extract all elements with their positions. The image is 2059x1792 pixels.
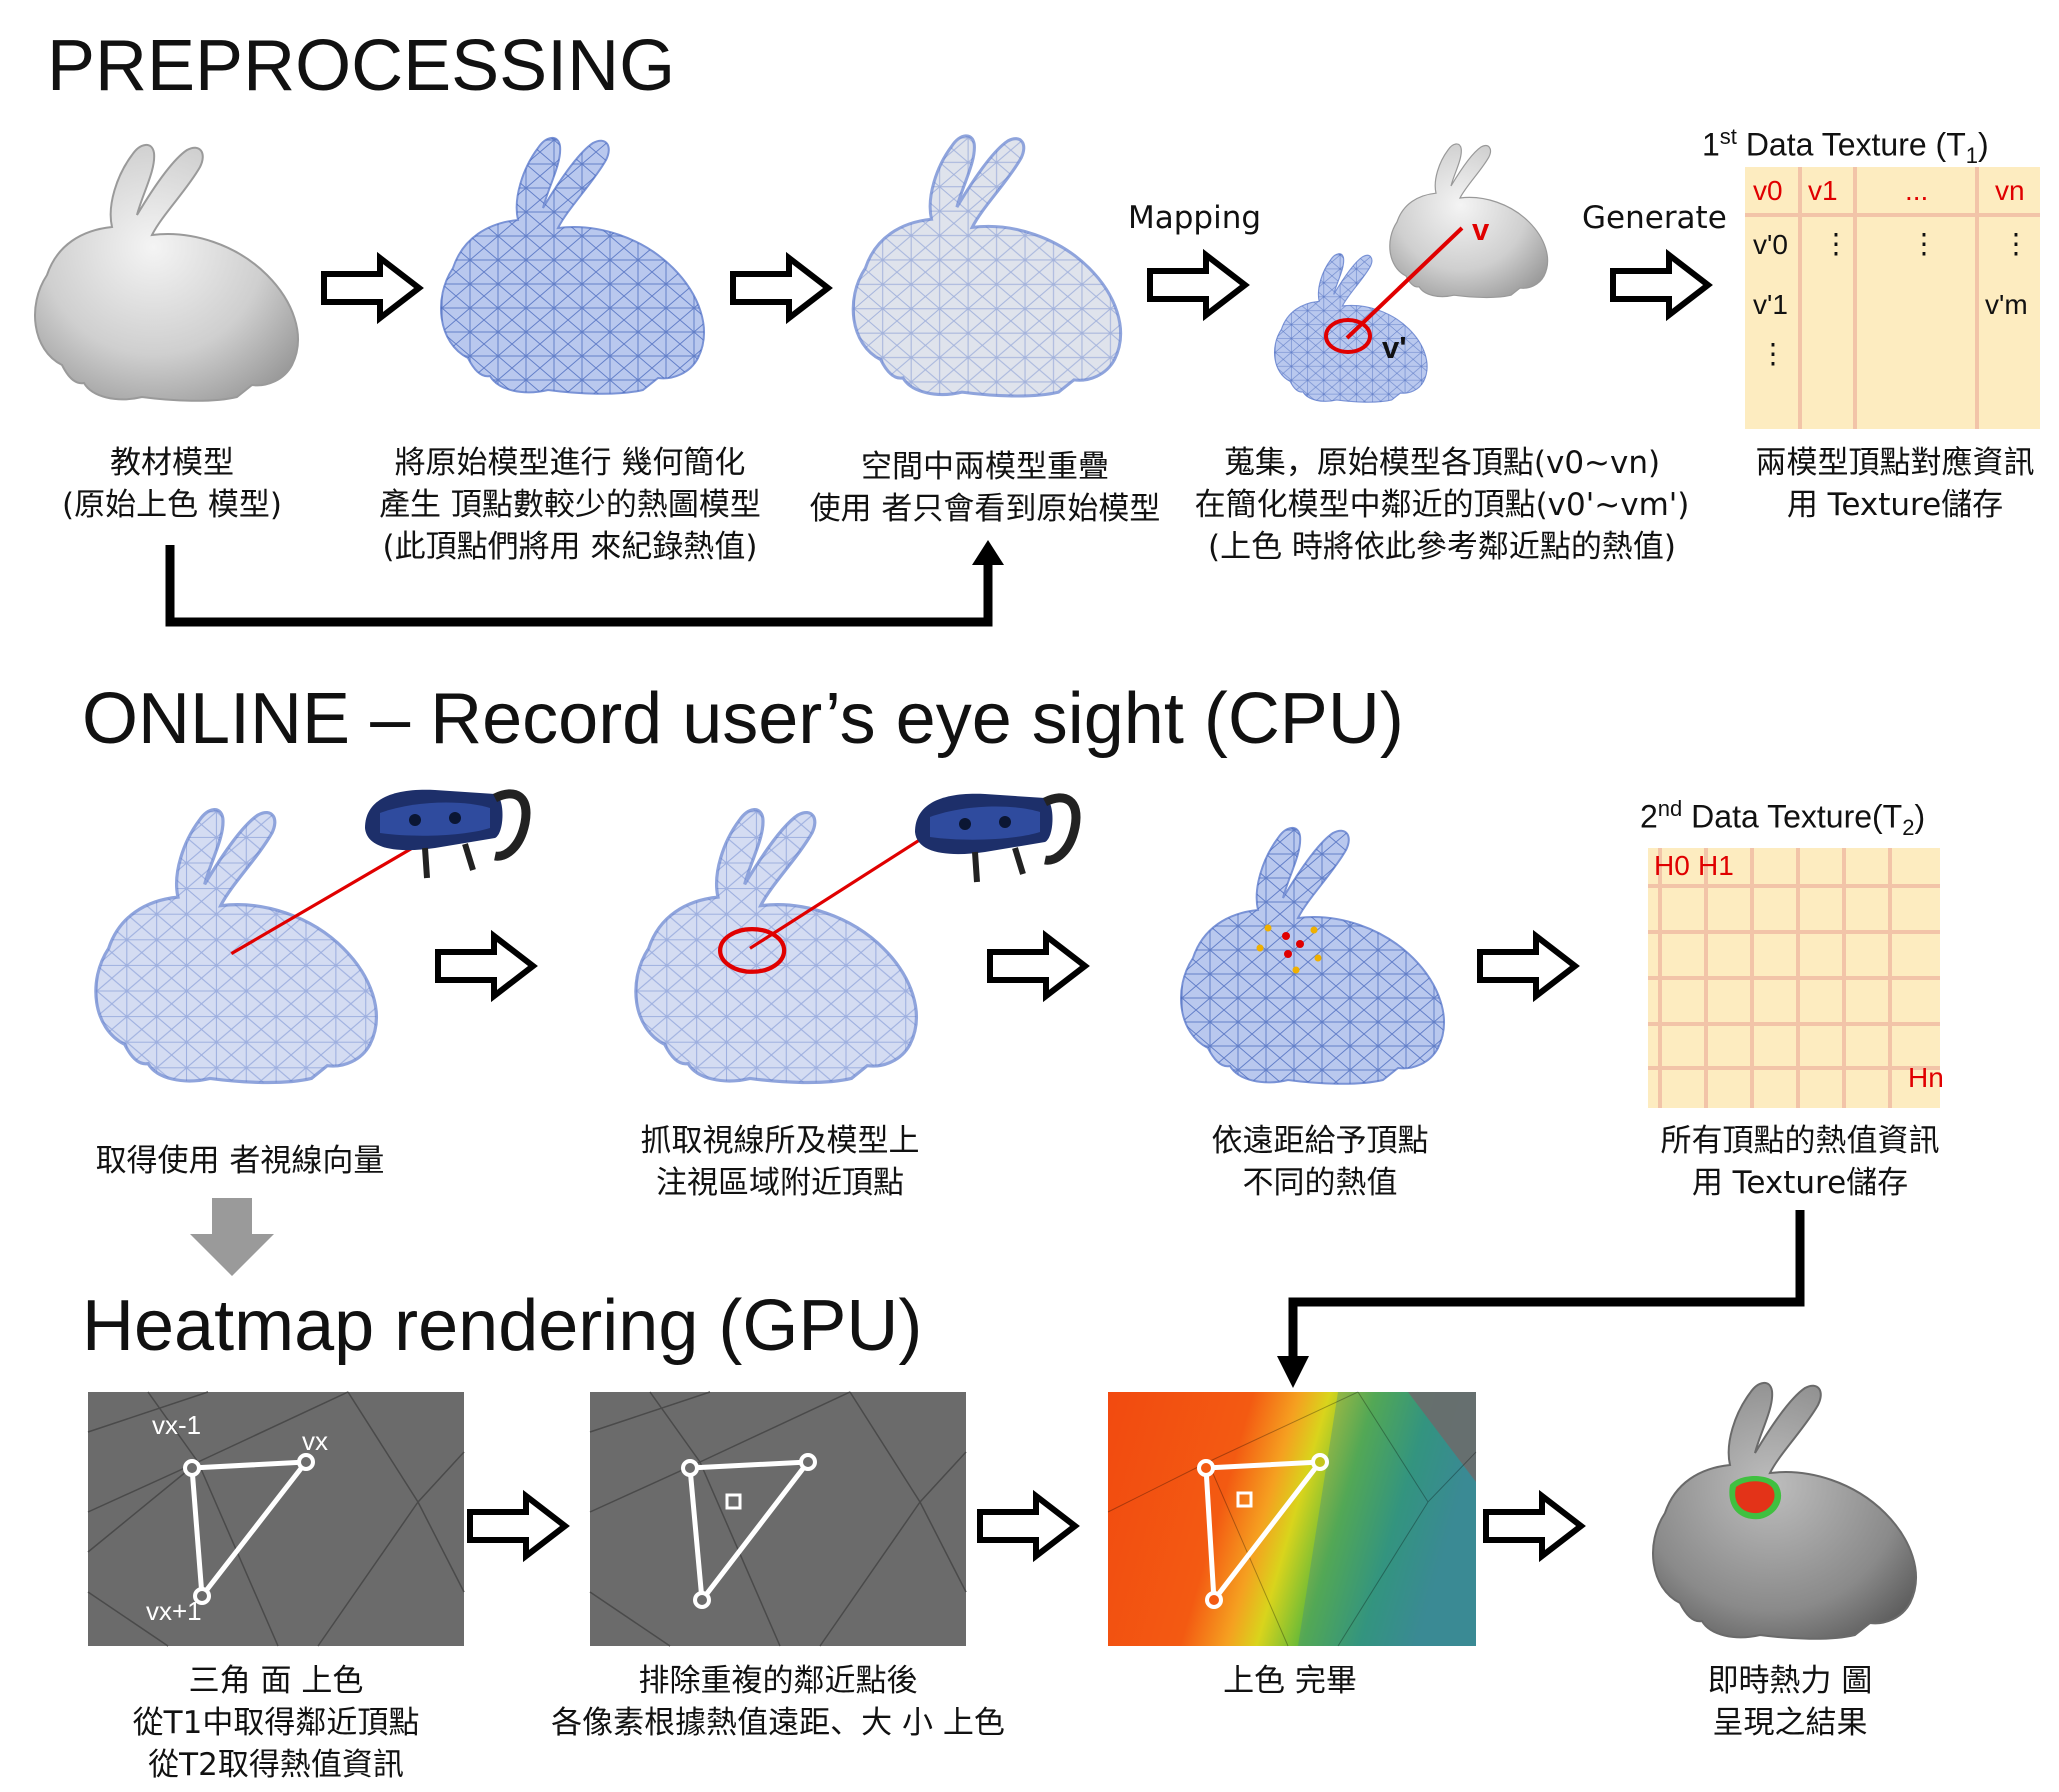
arrow-right-icon	[1486, 1496, 1586, 1558]
t2-data-texture: H0 H1 Hn	[1648, 848, 1944, 1108]
caption-mapping: 蒐集，原始模型各頂點(v0~vn) 在簡化模型中鄰近的頂點(v0'~vm') (上色…	[1194, 445, 1690, 565]
caption-coloring-done: 上色 完畢	[1223, 1663, 1357, 1699]
t1-row-ellipsis: ⋮	[1759, 337, 1787, 370]
caption-simplified-model: 將原始模型進行 幾何簡化 產生 頂點數較少的熱圖模型 (此頂點們將用 來紀錄熱值)	[379, 445, 761, 565]
t1-row-v0prime: v'0	[1753, 229, 1788, 260]
arrow-right-icon	[980, 1496, 1080, 1558]
caption-heat-values: 依遠距給予頂點 不同的熱值	[1211, 1123, 1429, 1201]
connector-arrow-icon	[165, 540, 1004, 627]
triangle-panel-1	[87, 1391, 465, 1647]
t1-cell-ellipsis: ⋮	[1822, 227, 1850, 260]
caption-gaze-vector: 取得使用 者視線向量	[95, 1143, 385, 1179]
heat-colored-panel	[1107, 1391, 1477, 1647]
vprime-label: v'	[1382, 330, 1407, 365]
caption-original-model: 教材模型 (原始上色 模型)	[61, 445, 283, 523]
section-title-preprocessing: PREPROCESSING	[47, 26, 676, 106]
t1-col-dots: ...	[1905, 175, 1929, 206]
mapping-bunny-pair-image	[1273, 143, 1549, 403]
realtime-heatmap-bunny-image	[1652, 1381, 1917, 1640]
vertex-label-vx: vx	[302, 1426, 328, 1456]
arrow-right-icon	[470, 1496, 570, 1558]
gaze-region-bunny-image	[634, 808, 943, 1085]
vertex-label-vx-plus-1: vx+1	[146, 1596, 202, 1626]
generate-label: Generate	[1582, 200, 1727, 236]
gaze-bunny-image	[94, 808, 425, 1085]
section-title-heatmap: Heatmap rendering (GPU)	[82, 1286, 923, 1366]
t2-title: 2nd Data Texture(T2)	[1640, 796, 1926, 841]
caption-gaze-region: 抓取視線所及模型上 注視區域附近頂點	[640, 1123, 920, 1201]
t1-data-texture: v0 v1 ... vn v'0 v'1 ⋮ v'm ⋮ ⋮ ⋮	[1745, 167, 2040, 429]
t2-h0: H0	[1654, 850, 1690, 881]
t2-hn: Hn	[1908, 1062, 1944, 1093]
t1-col-vn: vn	[1995, 175, 2025, 206]
t1-col-v1: v1	[1808, 175, 1838, 206]
caption-t2-storage: 所有頂點的熱值資訊用 Texture儲存	[1660, 1123, 1940, 1201]
t1-cell-vm: v'm	[1985, 289, 2028, 320]
t1-cell-ellipsis: ⋮	[2002, 227, 2030, 260]
t2-h1: H1	[1698, 850, 1734, 881]
t1-cell-ellipsis: ⋮	[1910, 227, 1938, 260]
section-title-online: ONLINE – Record user’s eye sight (CPU)	[82, 679, 1404, 759]
caption-triangle-coloring: 三角 面 上色 從T1中取得鄰近頂點 從T2取得熱值資訊	[132, 1663, 420, 1783]
t1-title: 1st Data Texture (T1)	[1702, 124, 1989, 169]
t1-row-v1prime: v'1	[1753, 289, 1788, 320]
gray-down-arrow-icon	[190, 1198, 274, 1276]
vertex-label-vx-minus-1: vx-1	[152, 1410, 202, 1440]
caption-overlap: 空間中兩模型重疊 使用 者只會看到原始模型	[809, 449, 1161, 527]
caption-pixel-coloring: 排除重複的鄰近點後 各像素根據熱值遠距、大 小 上色	[551, 1663, 1005, 1741]
mapping-label: Mapping	[1128, 200, 1262, 236]
t1-col-v0: v0	[1753, 175, 1783, 206]
v-label: v	[1472, 212, 1490, 247]
heat-vertices-bunny-image	[1180, 826, 1445, 1085]
triangle-panel-2	[589, 1391, 967, 1647]
caption-t1-storage: 兩模型頂點對應資訊用 Texture儲存	[1755, 445, 2035, 523]
caption-realtime-heatmap: 即時熱力 圖呈現之結果	[1707, 1663, 1873, 1741]
